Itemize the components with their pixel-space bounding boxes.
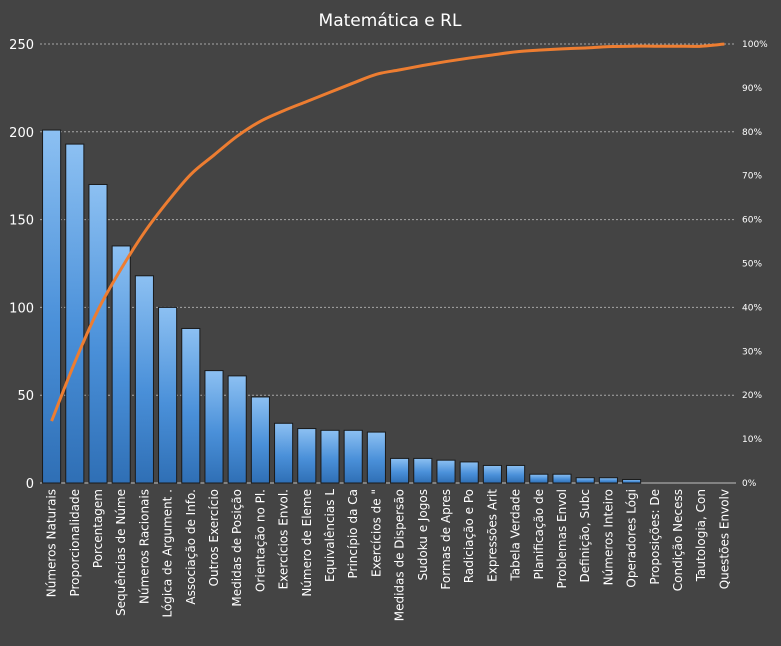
x-tick-label: Sudoku e Jogos xyxy=(416,489,430,580)
primary-y-axis-ticks: 0 50 100 150 200 250 xyxy=(9,38,34,492)
bar xyxy=(598,477,618,484)
y2-tick-label: 0% xyxy=(742,479,757,489)
bar xyxy=(204,370,224,484)
bar xyxy=(413,457,433,484)
chart-title: Matemática e RL xyxy=(319,11,462,31)
y-tick-label: 250 xyxy=(9,38,34,53)
bar xyxy=(134,275,154,484)
y-tick-label: 50 xyxy=(17,389,34,404)
bar xyxy=(297,428,317,484)
x-tick-label: Proporcionalidade xyxy=(68,489,82,597)
secondary-y-axis-ticks: 0% 10% 20% 30% 40% 50% 60% 70% 80% 90% 100% xyxy=(742,40,768,489)
bar xyxy=(343,429,363,484)
x-tick-label: Tautologia, Con xyxy=(694,489,708,582)
gridlines xyxy=(40,43,736,484)
x-tick-label: Tabela Verdade xyxy=(509,489,523,582)
x-tick-label: Associação de Info. xyxy=(184,489,198,605)
x-tick-label: Proposições: De xyxy=(648,489,662,585)
x-tick-label: Porcentagem xyxy=(91,489,105,568)
cumulative-line xyxy=(50,42,725,422)
y-tick-label: 150 xyxy=(9,214,34,229)
bar-series xyxy=(42,129,642,484)
bar xyxy=(227,375,247,484)
x-tick-label: Número de Eleme xyxy=(300,489,314,597)
x-tick-label: Lógica de Argument . xyxy=(161,489,175,618)
y2-tick-label: 40% xyxy=(742,303,762,313)
bar xyxy=(88,183,108,484)
y2-tick-label: 80% xyxy=(742,128,762,138)
x-tick-label: Equivalências L xyxy=(323,489,337,582)
y2-tick-label: 10% xyxy=(742,435,762,445)
bar xyxy=(65,143,85,484)
x-tick-label: Orientação no Pl. xyxy=(253,489,267,592)
bar xyxy=(552,473,572,484)
bar xyxy=(250,396,270,484)
x-tick-label: Problemas Envol xyxy=(555,489,569,588)
x-tick-label: Sequências de Núme xyxy=(114,489,128,616)
bar xyxy=(390,457,410,484)
x-tick-label: Exercícios de " xyxy=(369,489,383,577)
x-tick-label: Medidas de Dispersão xyxy=(393,489,407,621)
bar xyxy=(42,129,62,484)
x-tick-label: Condição Necess xyxy=(671,489,685,591)
x-tick-label: Operadores Lógi xyxy=(625,489,639,588)
y2-tick-label: 100% xyxy=(742,40,768,50)
bar xyxy=(320,429,340,484)
x-tick-label: Outros Exercício xyxy=(207,489,221,586)
x-tick-label: Radiciação e Po xyxy=(462,489,476,583)
bar xyxy=(274,422,294,484)
x-tick-label: Números Inteiro xyxy=(601,489,615,585)
x-tick-label: Exercícios Envol. xyxy=(277,489,291,589)
x-tick-label: Expressões Arit xyxy=(485,489,499,582)
y2-tick-label: 90% xyxy=(742,84,762,94)
y2-tick-label: 70% xyxy=(742,172,762,182)
y-tick-label: 0 xyxy=(26,477,34,492)
bar xyxy=(622,478,642,484)
x-tick-label: Questões Envolv xyxy=(717,489,731,589)
bar xyxy=(158,306,178,484)
y-tick-label: 200 xyxy=(9,126,34,141)
bar xyxy=(506,464,526,484)
y2-tick-label: 20% xyxy=(742,391,762,401)
bar xyxy=(529,473,549,484)
x-tick-label: Medidas de Posição xyxy=(230,489,244,607)
y2-tick-label: 60% xyxy=(742,216,762,226)
x-tick-label: Princípio da Ca xyxy=(346,489,360,578)
y2-tick-label: 30% xyxy=(742,347,762,357)
y2-tick-label: 50% xyxy=(742,260,762,270)
bar xyxy=(482,464,502,484)
cumulative-line-series xyxy=(50,42,725,422)
bar xyxy=(111,245,131,484)
x-tick-label: Números Racionais xyxy=(137,489,151,604)
bar xyxy=(181,327,201,484)
bar xyxy=(459,461,479,484)
y-tick-label: 100 xyxy=(9,301,34,316)
x-tick-label: Formas de Apres xyxy=(439,489,453,590)
bar xyxy=(436,459,456,484)
x-axis-tick-labels: Números Naturais Proporcionalidade Porcent… xyxy=(45,489,732,622)
bar xyxy=(575,477,595,484)
x-tick-label: Números Naturais xyxy=(45,489,59,597)
bar xyxy=(366,431,386,484)
x-tick-label: Planificação de xyxy=(532,489,546,579)
x-tick-label: Definição, Subc xyxy=(578,489,592,582)
